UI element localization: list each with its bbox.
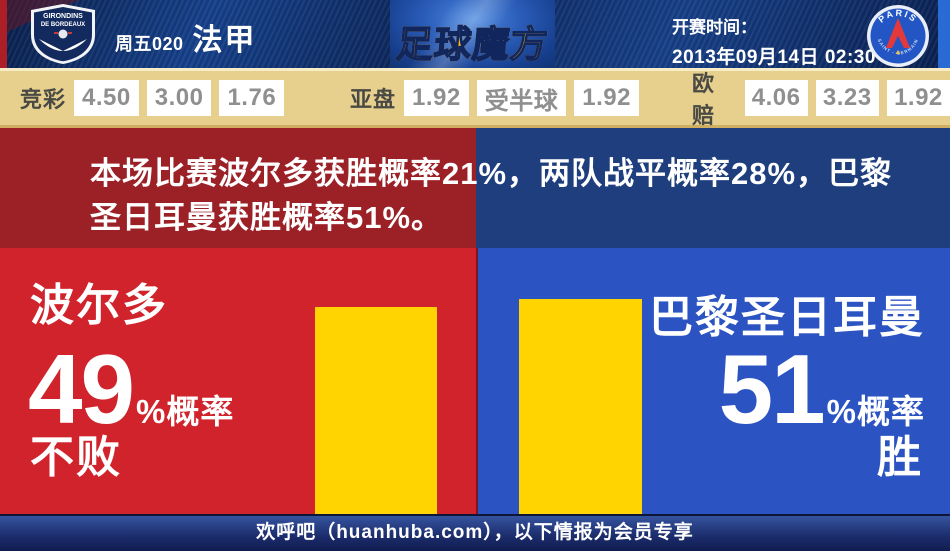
prediction-banner: 本场比赛波尔多获胜概率21%，两队战平概率28%，巴黎 圣日耳曼获胜概率51%。 [0, 128, 950, 248]
crest-text-girondins: GIRONDINS [43, 13, 83, 20]
psg-crest-icon: PARIS SAINT - GERMAIN [866, 4, 930, 73]
home-percent-value: 49 [28, 334, 135, 444]
odds-box-handicap-home: 1.92 [404, 80, 469, 116]
match-header: GIRONDINS DE BORDEAUX 周五020 法甲 足球魔方 开赛时间… [0, 0, 950, 71]
light-ray [390, 0, 555, 68]
odds-box-euro-away: 1.92 [886, 80, 950, 116]
odds-bar: 竞彩 4.50 3.00 1.76 亚盘 1.92 受半球 1.92 欧赔 4.… [0, 68, 950, 128]
odds-box-away: 1.76 [219, 80, 285, 116]
prediction-text: 本场比赛波尔多获胜概率21%，两队战平概率28%，巴黎 圣日耳曼获胜概率51%。 [90, 152, 892, 240]
home-panel: 波尔多 49 %概率 不败 [0, 248, 476, 514]
footer-text: 欢呼吧（huanhuba.com），以下情报为会员专享 [256, 522, 694, 543]
home-color-strip [0, 0, 7, 71]
away-team-name: 巴黎圣日耳曼 [649, 293, 925, 342]
away-color-strip [938, 0, 950, 68]
kickoff-datetime: 2013年09月14日 02:30 [672, 47, 876, 68]
home-percent-suffix: %概率 [136, 393, 235, 430]
odds-group-asian-handicap: 亚盘 1.92 受半球 1.92 [350, 71, 639, 125]
league-name: 法甲 [192, 24, 257, 57]
odds-box-home: 4.50 [74, 80, 139, 116]
odds-box-euro-home: 4.06 [744, 80, 808, 116]
away-outcome-label: 胜 [877, 433, 923, 482]
odds-box-euro-draw: 3.23 [815, 80, 879, 116]
odds-box-handicap-away: 1.92 [574, 80, 639, 116]
away-probability-bar [519, 299, 642, 514]
match-id: 周五020 法甲 [115, 15, 257, 59]
odds-box-handicap-line: 受半球 [476, 80, 567, 116]
home-team-name: 波尔多 [30, 281, 168, 330]
away-panel: 巴黎圣日耳曼 51 %概率 胜 [476, 248, 950, 514]
odds-group-euro: 欧赔 4.06 3.23 1.92 [692, 71, 950, 128]
away-probability: 51 %概率 [719, 340, 925, 438]
prediction-text-line2: 圣日耳曼获胜概率51%。 [90, 200, 444, 235]
match-code: 周五020 [115, 34, 184, 54]
bordeaux-crest-icon: GIRONDINS DE BORDEAUX [27, 3, 99, 70]
away-percent-value: 51 [718, 334, 826, 444]
away-percent-suffix: %概率 [826, 393, 925, 430]
home-outcome-label: 不败 [30, 433, 122, 482]
crest-text-bordeaux: DE BORDEAUX [41, 22, 85, 28]
odds-label-euro: 欧赔 [692, 71, 716, 128]
prediction-text-line1: 本场比赛波尔多获胜概率21%，两队战平概率28%，巴黎 [90, 156, 893, 191]
brand-panel[interactable]: 足球魔方 [390, 0, 555, 68]
probability-chart: 波尔多 49 %概率 不败 巴黎圣日耳曼 51 %概率 胜 [0, 248, 950, 514]
odds-group-jingcai: 竞彩 4.50 3.00 1.76 [20, 71, 285, 125]
brand-logo: 足球魔方 [388, 14, 558, 68]
odds-label-jingcai: 竞彩 [20, 87, 67, 112]
kickoff-info: 开赛时间： 2013年09月14日 02:30 [672, 13, 876, 69]
odds-label-asian-handicap: 亚盘 [350, 87, 397, 112]
home-probability: 49 %概率 [28, 340, 234, 438]
footer-bar: 欢呼吧（huanhuba.com），以下情报为会员专享 [0, 514, 950, 551]
kickoff-label: 开赛时间： [672, 18, 757, 37]
odds-box-draw: 3.00 [146, 80, 212, 116]
home-probability-bar [315, 307, 437, 514]
